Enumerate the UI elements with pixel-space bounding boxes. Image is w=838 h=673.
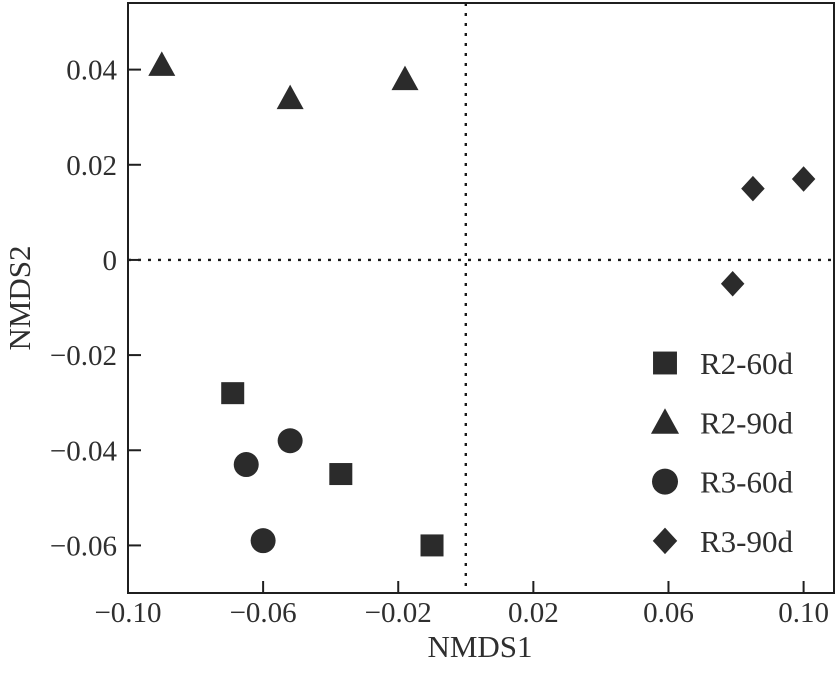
legend-label: R3-90d [700,524,794,559]
data-point-square [420,534,444,557]
data-point-square [329,463,353,486]
data-point-triangle [391,65,419,91]
legend-label: R2-90d [700,405,794,440]
data-point-circle [233,452,259,478]
legend-item-R3-60d: R3-60d [652,465,794,500]
legend-label: R3-60d [700,465,794,500]
legend-label: R2-60d [700,346,794,381]
legend-marker-circle [652,468,678,495]
legend-item-R3-90d: R3-90d [652,524,794,559]
y-tick-label: 0.02 [66,150,117,182]
legend-item-R2-90d: R2-90d [650,405,794,440]
y-axis-title: NMDS2 [2,245,37,350]
y-tick-label: −0.06 [50,530,117,562]
data-point-circle [277,428,303,454]
legend-marker-triangle [650,408,680,434]
y-tick-label: −0.04 [50,435,118,467]
y-tick-label: 0 [103,245,118,277]
y-tick-label: −0.02 [50,340,117,372]
x-tick-label: 0.02 [508,597,559,629]
data-point-square [221,382,245,405]
data-point-triangle [276,84,304,110]
legend-item-R2-60d: R2-60d [653,346,794,381]
legend-marker-diamond [652,527,678,555]
x-tick-label: 0.06 [643,597,694,629]
x-tick-label: −0.06 [230,597,297,629]
data-point-circle [250,528,276,554]
y-tick-label: 0.04 [66,55,117,87]
data-point-diamond [741,175,765,202]
x-axis-title: NMDS1 [427,629,532,664]
data-point-triangle [148,51,176,76]
x-tick-label: −0.02 [365,597,432,629]
plot-border [127,2,835,594]
data-point-diamond [791,166,816,192]
legend-marker-square [653,351,677,375]
x-tick-label: 0.10 [778,597,829,629]
data-point-diamond [720,270,745,297]
x-tick-label: −0.10 [94,597,161,629]
